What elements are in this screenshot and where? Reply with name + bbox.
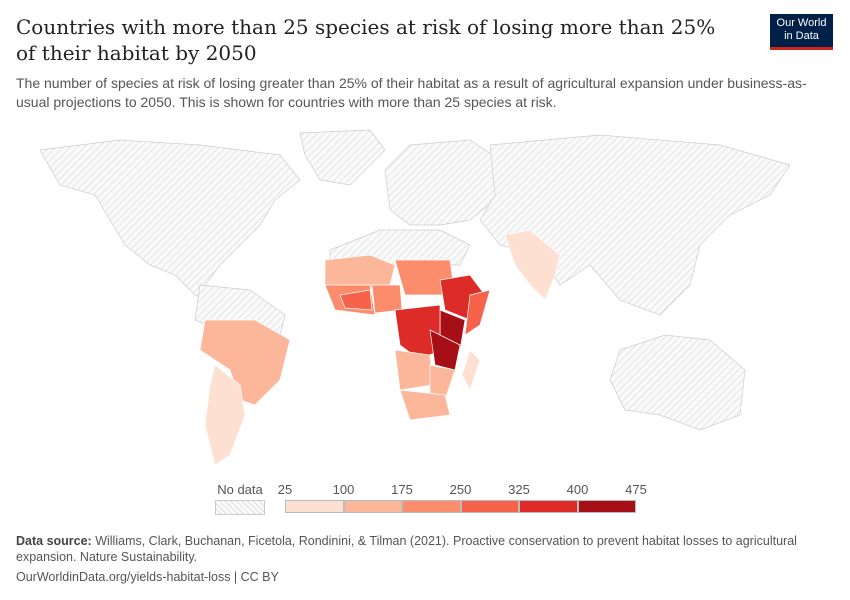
legend-tick: 250 [449, 482, 472, 497]
source-text: Williams, Clark, Buchanan, Ficetola, Ron… [16, 534, 797, 564]
chart-subtitle: The number of species at risk of losing … [16, 75, 807, 110]
country-region[interactable] [461, 349, 481, 391]
legend-bin[interactable] [285, 500, 344, 513]
legend-tick: 400 [566, 482, 589, 497]
legend-bin[interactable] [519, 500, 578, 513]
legend-no-data-swatch [215, 500, 265, 515]
legend-bin[interactable] [460, 500, 519, 513]
legend-no-data-label: No data [217, 482, 263, 497]
legend-tick: 325 [508, 482, 530, 497]
source-label: Data source: [16, 534, 92, 548]
country-region[interactable] [199, 319, 291, 406]
no-data-regions [39, 129, 791, 431]
legend-bin[interactable] [343, 500, 402, 513]
country-region[interactable] [464, 289, 491, 336]
country-region[interactable] [399, 389, 451, 421]
country-region[interactable] [504, 229, 561, 301]
legend-tick: 475 [625, 482, 647, 497]
country-region[interactable] [339, 289, 373, 311]
legend-bin[interactable] [402, 500, 461, 513]
europe [384, 139, 501, 226]
greenland [299, 129, 386, 186]
country-region[interactable] [204, 364, 246, 466]
legend-tick: 25 [277, 482, 293, 497]
asia [479, 134, 791, 316]
country-region[interactable] [394, 349, 433, 391]
owid-logo[interactable]: Our World in Data [770, 14, 833, 50]
north-america [39, 139, 301, 306]
footer-url[interactable]: OurWorldinData.org/yields-habitat-loss |… [16, 570, 279, 584]
data-regions [199, 229, 561, 466]
legend-bin[interactable] [577, 500, 636, 513]
country-region[interactable] [371, 284, 403, 314]
legend-tick: 175 [391, 482, 413, 497]
chart-title: Countries with more than 25 species at r… [16, 15, 716, 65]
world-map[interactable] [0, 125, 850, 475]
australia [609, 334, 746, 431]
legend-tick: 100 [332, 482, 355, 497]
footer-source: Data source: Williams, Clark, Buchanan, … [16, 533, 826, 565]
